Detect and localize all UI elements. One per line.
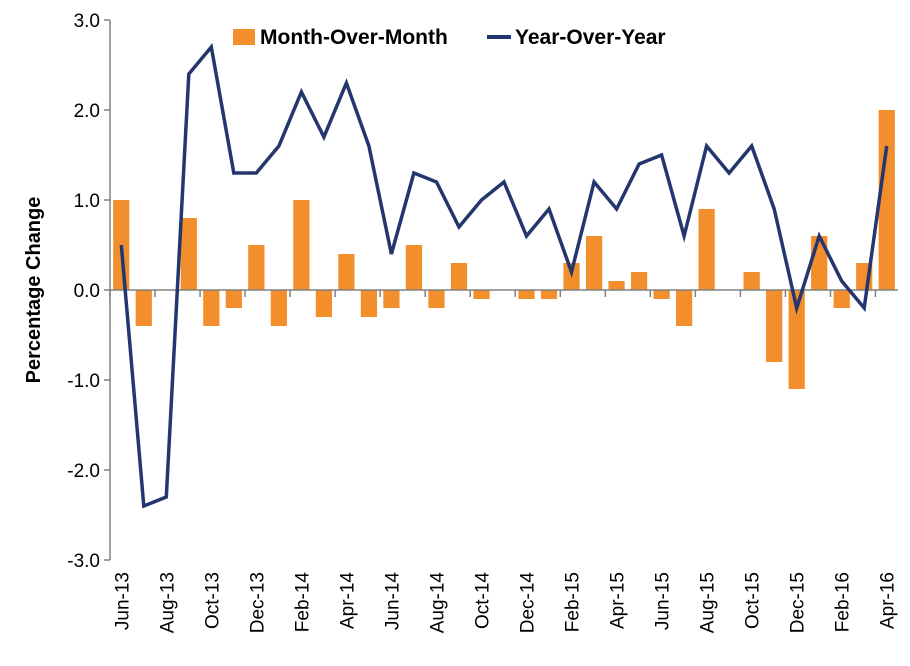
bar-Nov-13 <box>225 290 242 308</box>
x-tick-label: Aug-13 <box>157 572 178 633</box>
bar-Oct-15 <box>743 272 760 290</box>
legend-swatch-month-over-month <box>233 29 255 45</box>
y-tick-label: -3.0 <box>67 551 100 572</box>
x-tick-label: Aug-14 <box>427 572 448 634</box>
bar-Feb-16 <box>833 290 850 308</box>
legend-label-month-over-month: Month-Over-Month <box>260 26 448 49</box>
bar-Apr-15 <box>608 281 625 290</box>
x-tick-label: Feb-16 <box>833 572 854 632</box>
bar-Sep-14 <box>450 263 468 290</box>
axes-layer <box>109 20 898 560</box>
legend-label-year-over-year: Year-Over-Year <box>515 26 666 49</box>
bar-May-15 <box>630 272 648 290</box>
bar-Jul-14 <box>405 245 423 290</box>
bar-Jun-15 <box>653 290 670 299</box>
x-tick-label: Aug-15 <box>698 572 719 633</box>
bar-Aug-15 <box>698 209 715 290</box>
bar-May-14 <box>360 290 378 317</box>
bar-Jul-15 <box>676 290 693 326</box>
bar-Sep-13 <box>180 218 197 290</box>
bar-Dec-13 <box>248 245 265 290</box>
bar-Apr-14 <box>338 254 355 290</box>
bars-layer <box>113 110 895 389</box>
line-layer <box>119 42 889 509</box>
line-year-over-year <box>119 42 889 509</box>
bar-Mar-15 <box>585 236 603 290</box>
y-tick-label: 2.0 <box>74 101 100 122</box>
x-tick-label: Apr-15 <box>608 572 629 629</box>
y-tick-label: -2.0 <box>67 461 100 482</box>
y-tick-label: 3.0 <box>74 11 100 32</box>
bar-Jan-14 <box>270 290 287 326</box>
x-tick-label: Dec-15 <box>788 572 809 633</box>
x-tick-label: Dec-14 <box>518 572 539 634</box>
bar-Jun-14 <box>383 290 400 308</box>
x-tick-label: Oct-15 <box>743 572 764 629</box>
legend: Month-Over-Month Year-Over-Year <box>233 26 666 49</box>
x-tick-label: Oct-14 <box>472 572 493 629</box>
bar-Jan-15 <box>540 290 558 299</box>
bar-Nov-15 <box>766 290 783 362</box>
bar-Apr-16 <box>878 110 895 290</box>
bar-Aug-14 <box>428 290 445 308</box>
y-tick-label: 0.0 <box>74 281 100 302</box>
bar-Feb-14 <box>293 200 310 290</box>
x-tick-label: Jun-13 <box>112 572 133 630</box>
x-tick-label: Oct-13 <box>202 572 223 629</box>
bar-Jul-13 <box>135 290 152 326</box>
x-tick-label: Apr-16 <box>878 572 899 629</box>
x-tick-label: Dec-13 <box>247 572 268 633</box>
x-tick-label: Apr-14 <box>337 572 358 629</box>
y-axis-title: Percentage Change <box>23 197 45 384</box>
bar-Dec-14 <box>518 290 535 299</box>
y-tick-label: -1.0 <box>67 371 100 392</box>
x-tick-label: Jun-15 <box>653 572 674 630</box>
x-ticks: Jun-13 Aug-13 Oct-13 Dec-13 Feb-14 Apr-14 Jun-… <box>109 290 899 634</box>
y-ticks: 3.0 2.0 1.0 0.0 -1.0 -2.0 -3.0 <box>67 11 110 572</box>
x-tick-label: Feb-15 <box>563 572 584 632</box>
y-tick-label: 1.0 <box>74 191 100 212</box>
bar-Oct-13 <box>203 290 220 326</box>
bar-Mar-14 <box>315 290 332 317</box>
bar-Jun-13 <box>113 200 130 290</box>
bar-Oct-14 <box>473 290 490 299</box>
x-tick-label: Jun-14 <box>382 572 403 631</box>
x-tick-label: Feb-14 <box>292 572 313 633</box>
bar-Dec-15 <box>788 290 805 389</box>
